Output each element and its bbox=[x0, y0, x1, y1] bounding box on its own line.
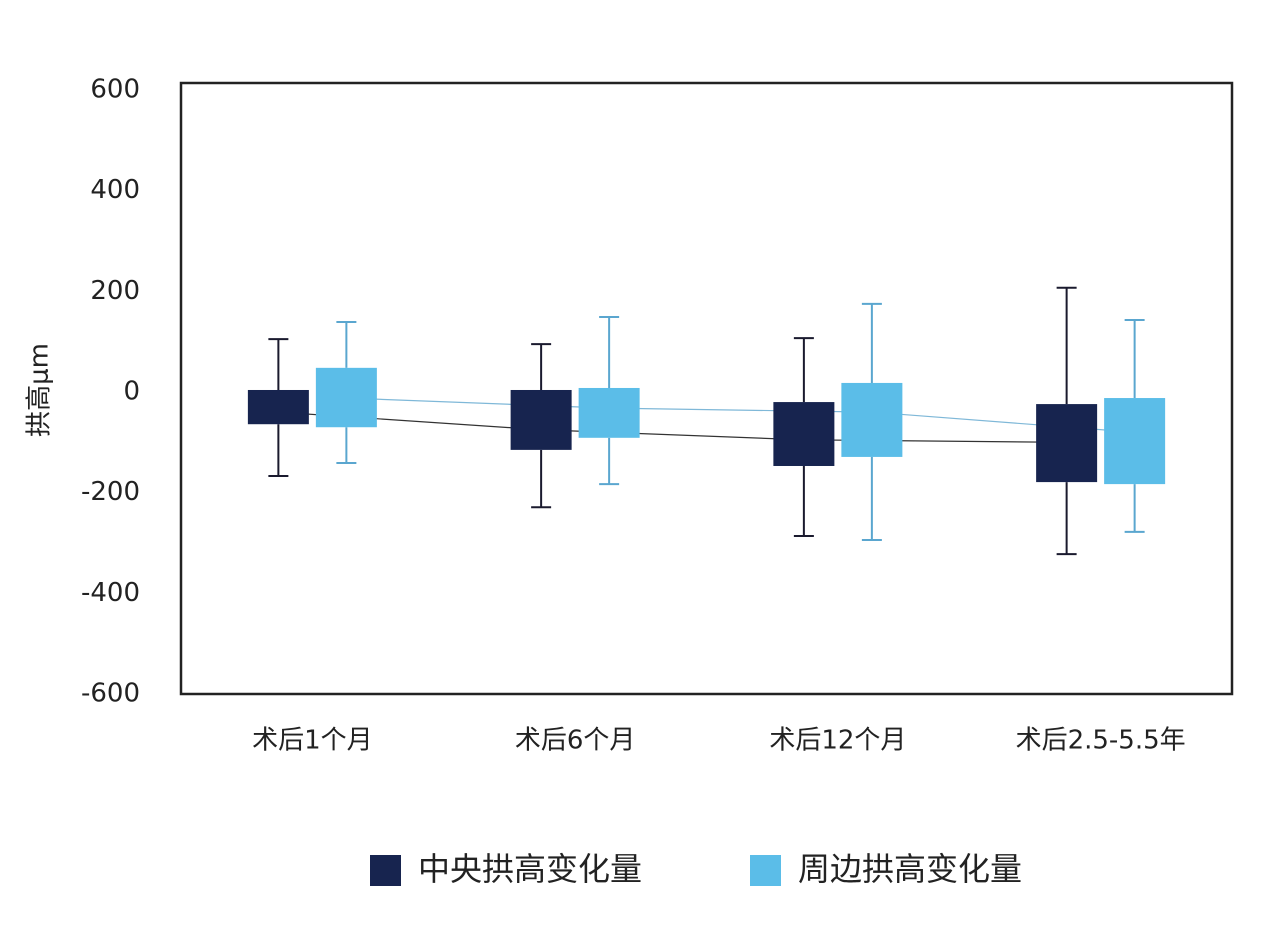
y-axis-label: 拱高μm bbox=[25, 343, 55, 437]
y-tick-label: -400 bbox=[81, 578, 140, 608]
box bbox=[578, 387, 640, 438]
legend-swatch bbox=[370, 855, 401, 886]
y-tick-label: 0 bbox=[123, 377, 140, 407]
x-tick-label: 术后12个月 bbox=[769, 726, 906, 756]
box bbox=[841, 382, 903, 457]
x-tick-label: 术后1个月 bbox=[252, 726, 373, 756]
plot-frame bbox=[179, 81, 1234, 696]
y-tick-label: 400 bbox=[90, 175, 140, 205]
mean-line bbox=[346, 397, 1135, 433]
y-tick-label: -600 bbox=[81, 679, 140, 709]
legend-swatch bbox=[750, 855, 781, 886]
box bbox=[1104, 398, 1166, 485]
box bbox=[773, 402, 835, 466]
mean-line bbox=[278, 411, 1067, 443]
box bbox=[315, 367, 377, 428]
x-tick-label: 术后6个月 bbox=[515, 726, 636, 756]
box bbox=[247, 389, 309, 425]
y-tick-label: 200 bbox=[90, 276, 140, 306]
legend-label: 中央拱高变化量 bbox=[418, 850, 642, 888]
y-tick-label: -200 bbox=[81, 477, 140, 507]
box bbox=[1036, 404, 1098, 483]
y-tick-label: 600 bbox=[90, 75, 140, 105]
x-tick-label: 术后2.5-5.5年 bbox=[1016, 726, 1186, 756]
box bbox=[510, 389, 572, 450]
legend-label: 周边拱高变化量 bbox=[798, 850, 1022, 888]
